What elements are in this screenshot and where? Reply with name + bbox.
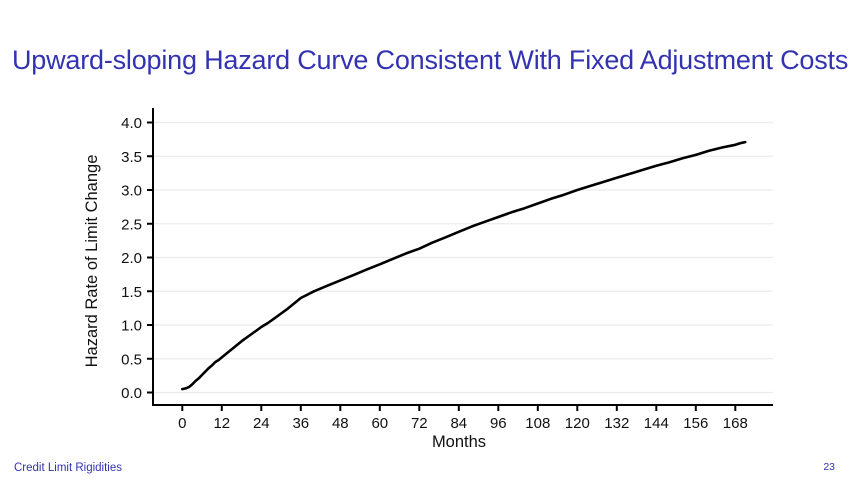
x-tick-label: 108 — [525, 415, 550, 432]
x-tick-label: 36 — [292, 415, 309, 432]
y-tick-label: 1.0 — [121, 318, 142, 335]
x-tick-label: 84 — [450, 415, 467, 432]
x-tick-label: 156 — [683, 415, 708, 432]
y-tick-label: 2.5 — [121, 216, 142, 233]
y-tick-label: 0.5 — [121, 351, 142, 368]
y-tick-label: 2.0 — [121, 250, 142, 267]
x-tick-label: 48 — [332, 415, 349, 432]
x-tick-label: 24 — [253, 415, 270, 432]
y-axis-label: Hazard Rate of Limit Change — [83, 155, 101, 368]
x-tick-label: 132 — [604, 415, 629, 432]
y-tick-label: 3.5 — [121, 149, 142, 166]
hazard-curve-line — [181, 140, 747, 391]
slide-title: Upward-sloping Hazard Curve Consistent W… — [12, 45, 849, 75]
page-number: 23 — [823, 461, 835, 473]
y-tick-label: 1.5 — [121, 284, 142, 301]
x-tick-label: 60 — [371, 415, 388, 432]
y-tick-labels: 0.0 0.5 1.0 1.5 2.0 2.5 3.0 3.5 4.0 — [121, 115, 153, 402]
x-tick-label: 12 — [213, 415, 230, 432]
y-tick-label: 4.0 — [121, 115, 142, 132]
x-tick-label: 144 — [644, 415, 669, 432]
y-tick-label: 0.0 — [121, 385, 142, 402]
chart-region: 0.0 0.5 1.0 1.5 2.0 2.5 3.0 3.5 4.0 0 12 24 36 48 60 72… — [75, 95, 775, 457]
x-tick-label: 0 — [178, 415, 186, 432]
x-axis-label: Months — [432, 433, 486, 451]
y-gridlines — [154, 121, 773, 394]
x-tick-labels: 0 12 24 36 48 60 72 84 96 108 120 132 144 156 168 — [178, 405, 748, 432]
x-tick-label: 96 — [490, 415, 507, 432]
x-tick-label: 120 — [565, 415, 590, 432]
x-tick-label: 72 — [411, 415, 428, 432]
hazard-curve-chart: 0.0 0.5 1.0 1.5 2.0 2.5 3.0 3.5 4.0 0 12 24 36 48 60 72… — [83, 108, 773, 451]
x-tick-label: 168 — [723, 415, 748, 432]
y-tick-label: 3.0 — [121, 183, 142, 200]
footer-short-title: Credit Limit Rigidities — [14, 462, 123, 474]
